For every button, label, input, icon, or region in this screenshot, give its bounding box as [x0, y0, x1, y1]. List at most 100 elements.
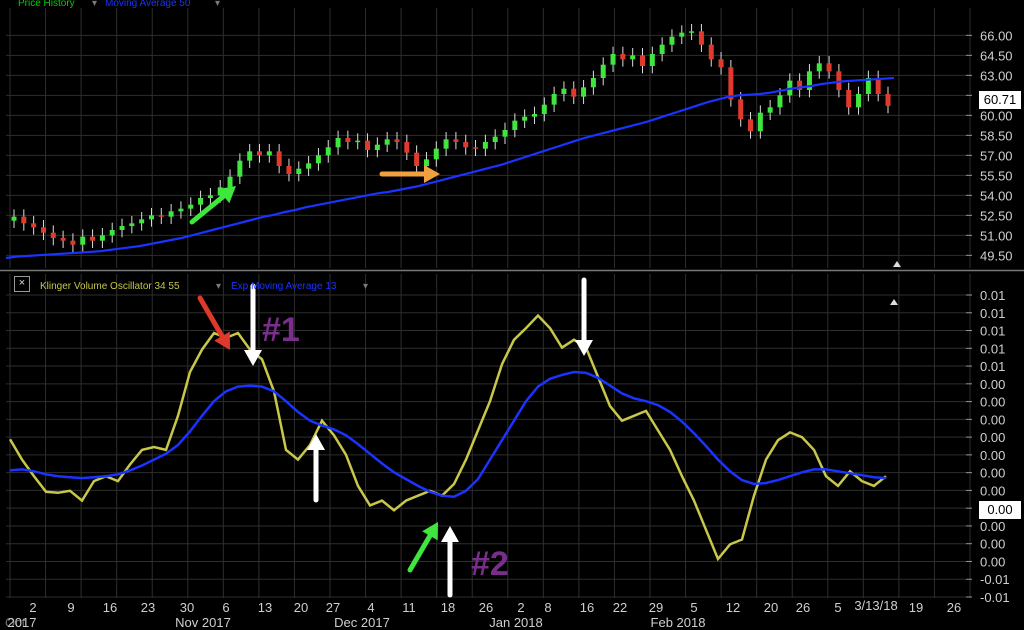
moving-average-50-line	[5, 76, 895, 260]
oscillator-axis-label: 0.01	[980, 288, 1005, 303]
candle-body	[522, 116, 528, 121]
candle-body	[129, 223, 135, 226]
white-down-arrow-icon-2-head	[575, 340, 593, 356]
x-axis-tick-label: 5	[690, 600, 697, 615]
x-axis-tick-label: 19	[909, 600, 923, 615]
candle-body	[148, 215, 154, 220]
candle-body	[856, 94, 862, 108]
candle-body	[257, 151, 263, 156]
candle-body	[659, 44, 665, 54]
x-axis-tick-label: 9	[67, 600, 74, 615]
candle-body	[669, 36, 675, 45]
annotation-label-1: #1	[262, 311, 300, 349]
price-legend-label[interactable]: Price History	[18, 0, 75, 9]
red-arrow-icon	[197, 295, 230, 350]
candle-body	[443, 139, 449, 149]
candle-body	[718, 59, 724, 68]
candle-body	[306, 163, 312, 169]
x-axis-tick-label: 26	[796, 600, 810, 615]
ma-legend-label[interactable]: Moving Average 50	[105, 0, 191, 9]
candle-body	[40, 227, 46, 233]
close-icon[interactable]: ×	[14, 276, 30, 292]
white-up-arrow-icon-1-head	[307, 434, 325, 450]
candle-body	[492, 136, 498, 142]
x-axis-tick-label: 26	[479, 600, 493, 615]
x-axis-tick-label: 3/13/18	[854, 598, 897, 613]
candle-body	[355, 140, 361, 143]
oscillator-axis-label: 0.00	[980, 483, 1005, 498]
candle-body	[296, 168, 302, 174]
orange-arrow-icon	[379, 165, 440, 183]
candle-body	[139, 219, 145, 224]
x-axis-tick-label: 16	[580, 600, 594, 615]
white-down-arrow-icon-1-head	[244, 350, 262, 366]
candle-body	[109, 230, 115, 236]
candle-body	[531, 114, 537, 117]
price-axis-label: 66.00	[980, 28, 1013, 43]
ema-legend-dropdown-icon[interactable]: ▾	[363, 281, 368, 292]
candle-body	[757, 112, 763, 132]
green-arrow-icon-2	[407, 522, 438, 573]
candle-body	[806, 71, 812, 90]
oscillator-panel-bg	[0, 272, 1024, 630]
candle-body	[31, 223, 37, 228]
price-axis-label: 58.50	[980, 128, 1013, 143]
ma-legend-dropdown-icon[interactable]: ▾	[215, 0, 220, 9]
green-arrow-icon	[189, 186, 236, 225]
x-axis-tick-label: 27	[326, 600, 340, 615]
candle-body	[11, 216, 17, 221]
candle-body	[590, 78, 596, 88]
candle-body	[335, 138, 341, 148]
oscillator-axis-label: 0.01	[980, 341, 1005, 356]
x-axis-month-label: 2017	[8, 615, 37, 630]
oscillator-axis-label: 0.00	[980, 430, 1005, 445]
candle-body	[50, 232, 56, 238]
oscillator-axis-label: 0.00	[980, 519, 1005, 534]
x-axis-tick-label: 6	[222, 600, 229, 615]
candle-body	[482, 142, 488, 149]
ema-13-line	[9, 370, 887, 498]
candle-body	[237, 160, 243, 177]
candle-body	[99, 235, 105, 241]
candle-body	[433, 148, 439, 160]
price-legend-dropdown-icon[interactable]: ▾	[92, 0, 97, 9]
candle-body	[276, 151, 282, 166]
x-axis-month-label: Feb 2018	[651, 615, 706, 630]
price-axis-label: 57.00	[980, 148, 1013, 163]
kvo-legend-label[interactable]: Klinger Volume Oscillator 34 55	[40, 281, 180, 292]
candle-body	[728, 67, 734, 100]
candle-body	[502, 130, 508, 137]
candle-body	[178, 208, 184, 212]
price-axis-label: 64.50	[980, 48, 1013, 63]
candle-body	[227, 176, 233, 188]
expand-up-icon[interactable]	[890, 299, 898, 305]
red-arrow-icon-shaft	[197, 295, 225, 339]
candle-body	[797, 80, 803, 90]
candle-body	[679, 32, 685, 37]
candle-body	[826, 63, 832, 72]
ema-legend-label[interactable]: Exp Moving Average 13	[231, 281, 337, 292]
oscillator-axis-label: 0.00	[980, 537, 1005, 552]
candle-body	[158, 215, 164, 217]
candle-body	[453, 139, 459, 142]
x-axis-month-label: Dec 2017	[334, 615, 390, 630]
kvo-legend-dropdown-icon[interactable]: ▾	[216, 281, 221, 292]
candle-body	[70, 240, 76, 245]
candle-body	[315, 155, 321, 164]
candle-body	[738, 99, 744, 120]
x-axis-tick-label: 4	[367, 600, 374, 615]
candle-body	[168, 211, 174, 217]
candle-body	[689, 31, 695, 33]
x-axis-tick-label: 26	[947, 600, 961, 615]
oscillator-layer	[8, 313, 887, 562]
collapse-up-icon[interactable]	[893, 261, 901, 267]
price-axis-label: 49.50	[980, 248, 1013, 263]
klinger-oscillator-line	[8, 313, 887, 562]
oscillator-axis-label: 0.00	[980, 554, 1005, 569]
candle-body	[90, 236, 96, 241]
green-arrow-icon-2-shaft	[407, 533, 433, 573]
x-axis-tick-label: 22	[613, 600, 627, 615]
x-axis-corner-label: Oct	[5, 615, 26, 630]
oscillator-axis-label: -0.01	[980, 572, 1010, 587]
